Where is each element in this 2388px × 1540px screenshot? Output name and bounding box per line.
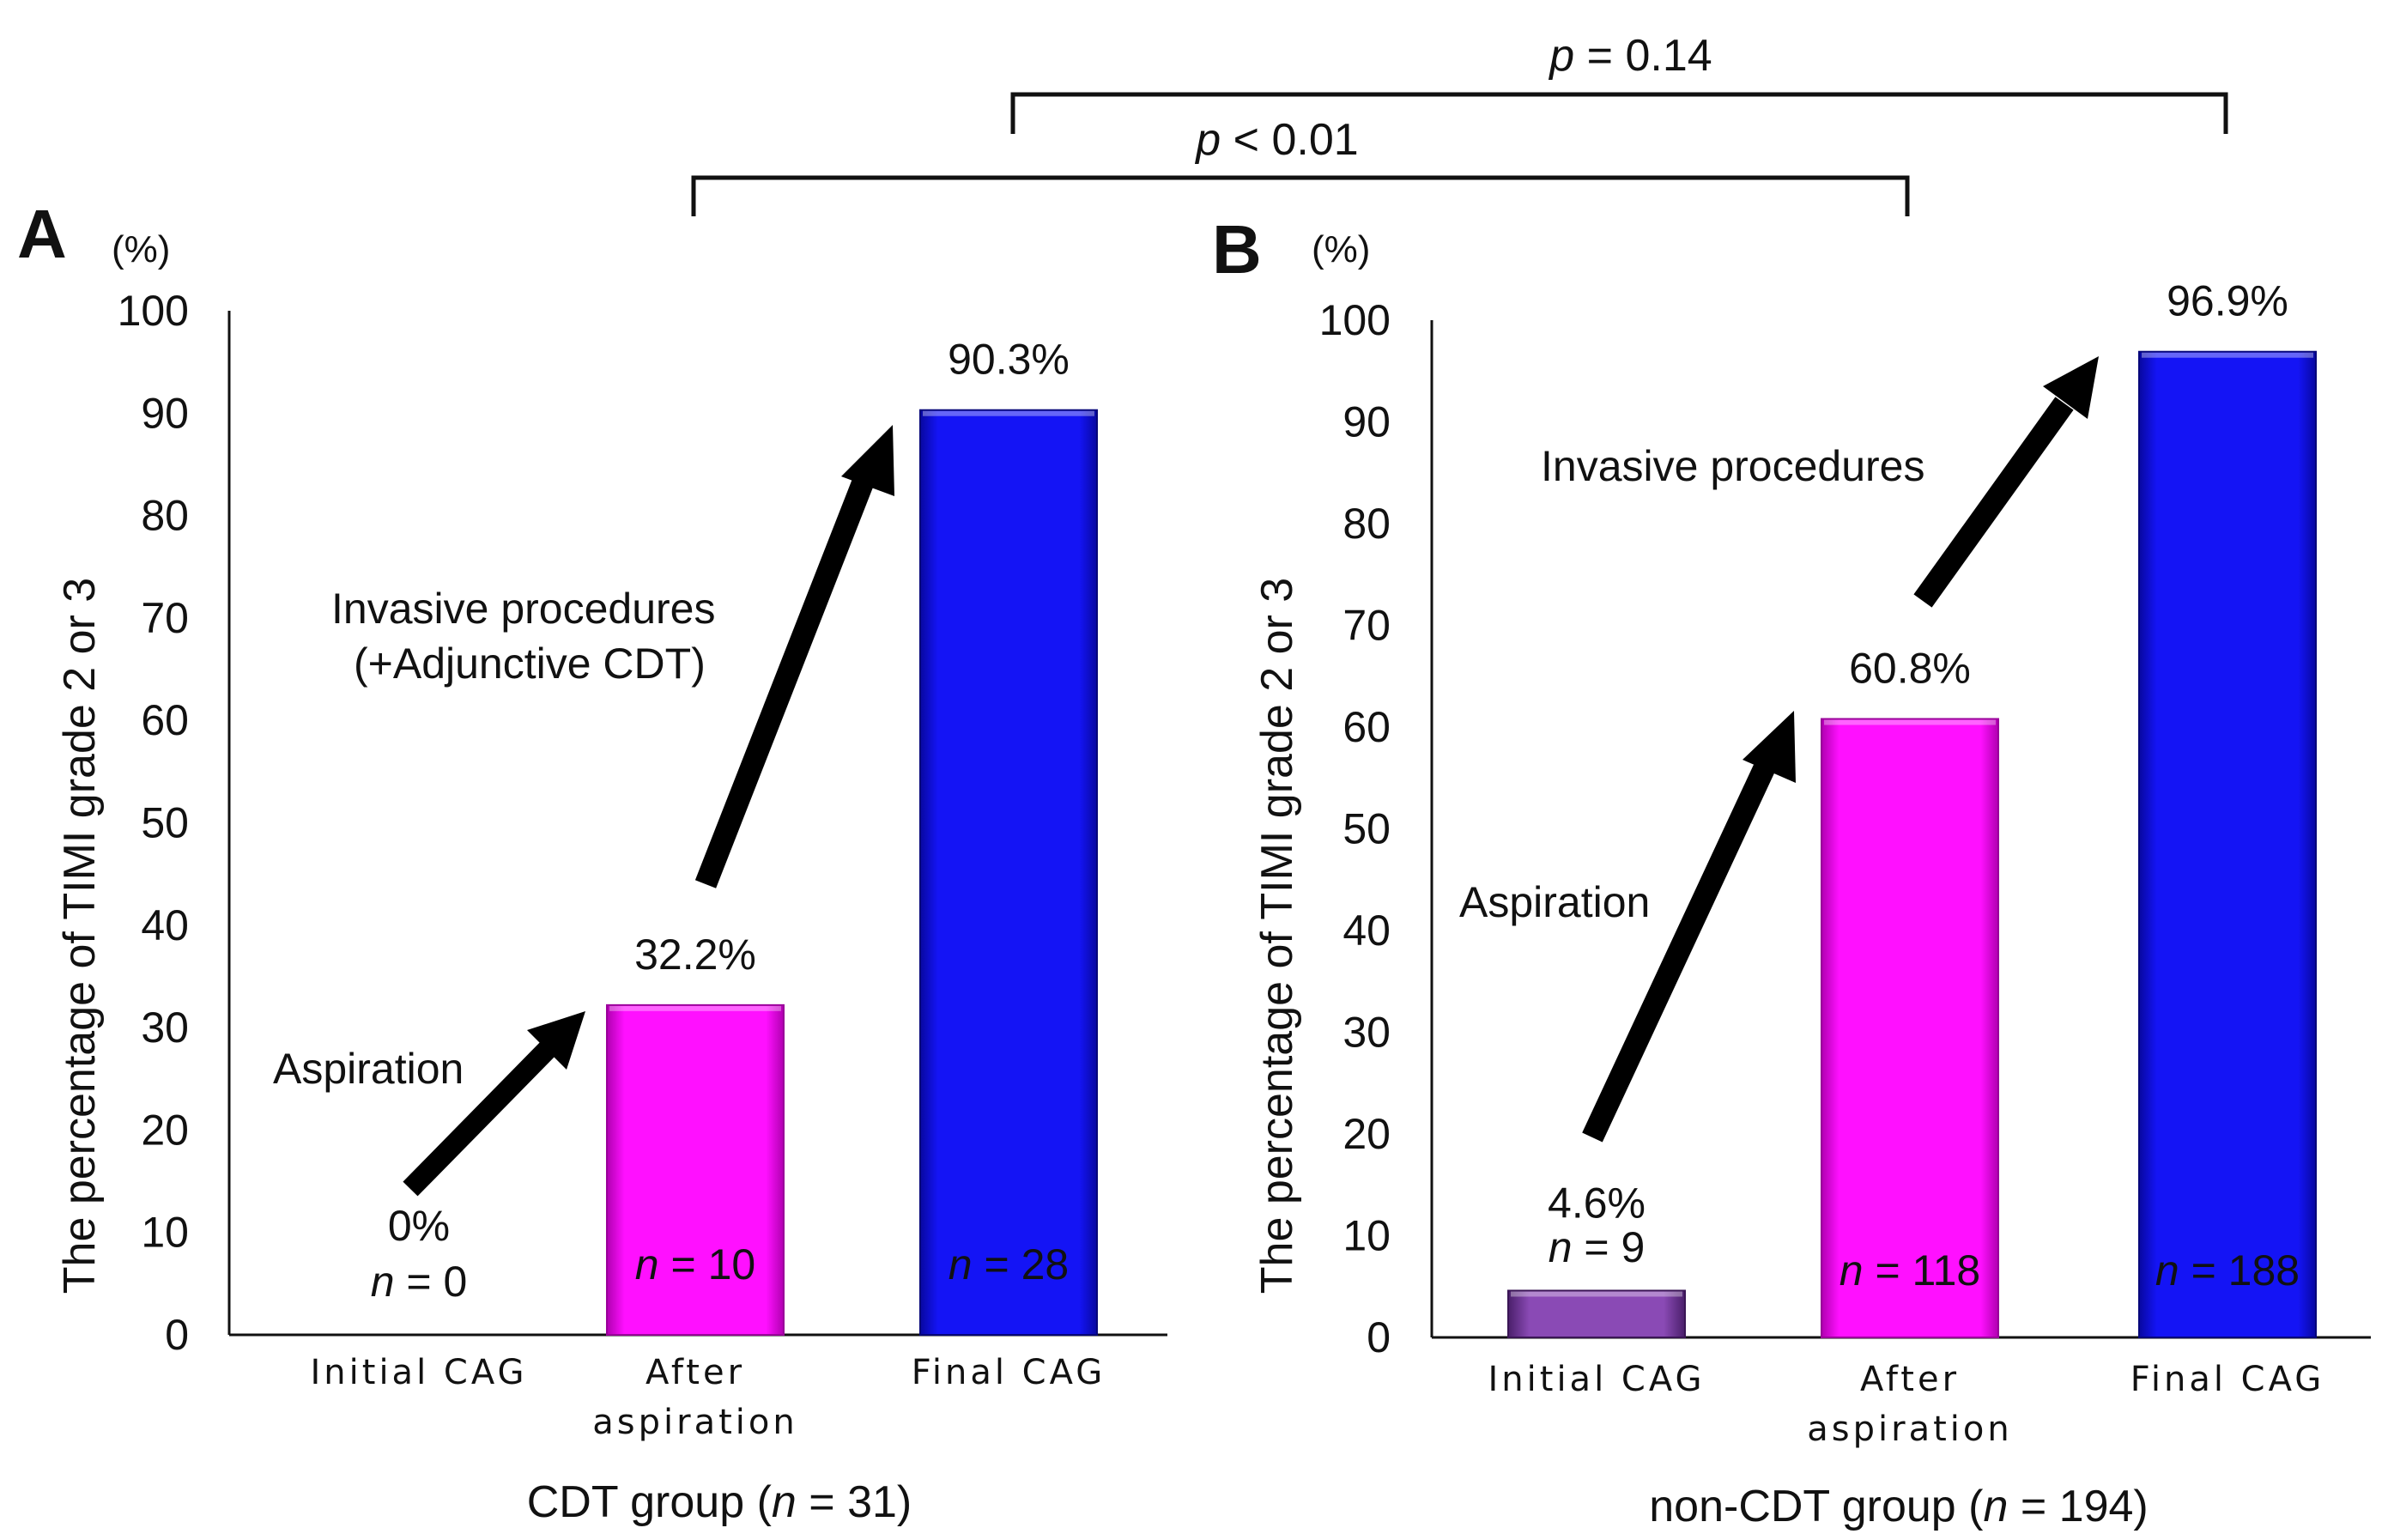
panel-a-bar-3 [919, 409, 1098, 1337]
comparison-bracket-final: p = 0.14 [1010, 31, 2228, 134]
panel-b-bar-2-highlight [1824, 719, 1996, 725]
panel-a-y-tick-30: 30 [141, 1003, 189, 1052]
panel-b-y-tick-50: 50 [1342, 805, 1391, 853]
panel-b-bar-1 [1507, 1289, 1686, 1338]
panel-a-category-label-2-line-2: aspiration [592, 1403, 797, 1442]
panel-a-n-label-2: n = 10 [635, 1240, 755, 1288]
panel-a-adjunctive-label: (+Adjunctive CDT) [354, 640, 706, 688]
panel-a-y-ticks: 0 10 20 30 40 50 60 70 80 90 100 [118, 287, 189, 1359]
panel-b-aspiration-label: Aspiration [1459, 878, 1650, 926]
panel-b-bar-2 [1821, 718, 1999, 1338]
panel-b-y-tick-20: 20 [1342, 1110, 1391, 1158]
panel-b-invasive-arrow [1913, 356, 2099, 608]
panel-a-aspiration-arrow [403, 1011, 585, 1197]
panel-a-ylabel: The percentage of TIMI grade 2 or 3 [55, 578, 105, 1294]
panel-a-y-tick-90: 90 [141, 389, 189, 437]
panel-a-label: A [17, 196, 67, 272]
panel-b-y-tick-100: 100 [1319, 296, 1391, 344]
panel-b-category-label-2-line-2: aspiration [1807, 1410, 2012, 1449]
panel-a-category-label-2-line-1: After [645, 1353, 745, 1392]
panel-b-bar-3-highlight [2142, 352, 2313, 358]
panel-a-xlabel: CDT group (n = 31) [527, 1477, 912, 1527]
panel-a-y-tick-20: 20 [141, 1106, 189, 1154]
panel-a-y-tick-0: 0 [165, 1311, 189, 1359]
comparison-bracket-aspiration: p < 0.01 [691, 115, 1910, 216]
panel-a-value-label-3: 90.3% [948, 336, 1070, 384]
panel-b-value-label-2: 60.8% [1849, 645, 1971, 693]
panel-b-n-label-3: n = 188 [2155, 1246, 2300, 1294]
panel-b-y-tick-60: 60 [1342, 703, 1391, 751]
panel-b-invasive-label: Invasive procedures [1541, 442, 1924, 490]
panel-b-n-label-2: n = 118 [1839, 1246, 1981, 1294]
panel-a-y-tick-100: 100 [118, 287, 189, 335]
panel-b-aspiration-arrow [1582, 711, 1796, 1143]
panel-a-bar-3-highlight [923, 410, 1094, 416]
p-value-final-label: p = 0.14 [1548, 31, 1712, 81]
panel-b-bar-3 [2138, 350, 2317, 1338]
panel-a-aspiration-label: Aspiration [273, 1045, 464, 1093]
panel-a-category-label-1: Initial CAG [311, 1353, 528, 1392]
panel-b-y-ticks: 0 10 20 30 40 50 60 70 80 90 100 [1319, 296, 1391, 1361]
panel-a-value-label-2: 32.2% [634, 931, 756, 979]
panel-b-value-label-3: 96.9% [2167, 277, 2288, 325]
panel-b-y-tick-10: 10 [1342, 1212, 1391, 1260]
panel-a-y-tick-10: 10 [141, 1209, 189, 1257]
panel-b-category-label-1: Initial CAG [1488, 1360, 1706, 1399]
panel-b-ylabel: The percentage of TIMI grade 2 or 3 [1252, 578, 1302, 1294]
panel-b-y-tick-70: 70 [1342, 602, 1391, 650]
panel-b-n-label-1: n = 9 [1549, 1223, 1646, 1271]
panel-b-xlabel: non-CDT group (n = 194) [1649, 1482, 2148, 1531]
panel-a-y-tick-80: 80 [141, 492, 189, 540]
panel-a-y-tick-50: 50 [141, 799, 189, 847]
panel-a-bar-2-highlight [609, 1005, 781, 1011]
panel-b-value-label-1: 4.6% [1548, 1179, 1646, 1227]
panel-b-bar-1-highlight [1511, 1291, 1682, 1297]
panel-b-label: B [1212, 211, 1262, 288]
panel-a-n-label-3: n = 28 [949, 1240, 1069, 1288]
panel-b-category-label-2-line-1: After [1860, 1360, 1960, 1399]
panel-b-y-tick-40: 40 [1342, 906, 1391, 955]
panel-a-bar-2 [606, 1003, 785, 1336]
panel-a-unit-label: (%) [112, 228, 170, 270]
panel-a-y-tick-70: 70 [141, 594, 189, 642]
panel-b-unit-label: (%) [1312, 228, 1370, 270]
panel-a-invasive-label: Invasive procedures [331, 585, 715, 633]
p-value-aspiration-label: p < 0.01 [1194, 115, 1358, 165]
panel-a-invasive-arrow [694, 425, 894, 888]
panel-a-value-label-1: 0% [388, 1202, 450, 1250]
panel-b-chart: B (%) The percentage of TIMI grade 2 or … [1212, 211, 2371, 1531]
panel-b-y-tick-80: 80 [1342, 500, 1391, 548]
panel-a-bars: 0% n = 0 Initial CAG 32.2% n = 10 After aspira… [311, 336, 1106, 1442]
panel-a-chart: A (%) The percentage of TIMI grade 2 or … [17, 196, 1167, 1527]
panel-a-y-tick-40: 40 [141, 901, 189, 949]
panel-a-y-tick-60: 60 [141, 696, 189, 744]
panel-a-category-label-3: Final CAG [912, 1353, 1106, 1392]
panel-a-n-label-1: n = 0 [371, 1258, 468, 1306]
panel-b-y-tick-90: 90 [1342, 398, 1391, 446]
panel-b-y-tick-30: 30 [1342, 1009, 1391, 1057]
panel-b-bars: 4.6%n = 9 Initial CAG 60.8% n = 118 After asp… [1488, 277, 2325, 1449]
panel-b-category-label-3: Final CAG [2130, 1360, 2325, 1399]
panel-b-y-tick-0: 0 [1367, 1313, 1391, 1361]
